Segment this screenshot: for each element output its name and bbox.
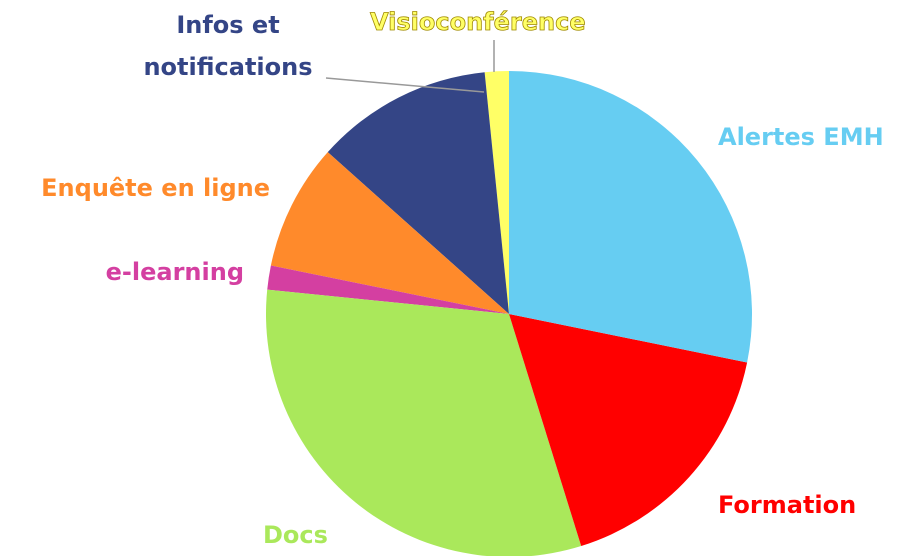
pie-slice xyxy=(270,152,509,314)
pie-slice xyxy=(327,72,509,315)
pie-slice xyxy=(509,314,748,547)
slice-label: Enquête en ligne xyxy=(41,174,270,202)
pie-slice xyxy=(484,71,509,314)
slice-label: Alertes EMH xyxy=(718,123,884,151)
slice-label: Visioconférence xyxy=(370,8,586,37)
leader-line xyxy=(325,77,485,93)
slice-label: Infos et notifications xyxy=(143,11,313,81)
pie-slice xyxy=(509,71,752,363)
pie-slice xyxy=(267,265,509,314)
slice-label: Formation xyxy=(718,491,857,519)
slice-label: e-learning xyxy=(105,258,244,286)
slice-label: Docs xyxy=(263,521,328,549)
pie-slice xyxy=(266,289,582,556)
